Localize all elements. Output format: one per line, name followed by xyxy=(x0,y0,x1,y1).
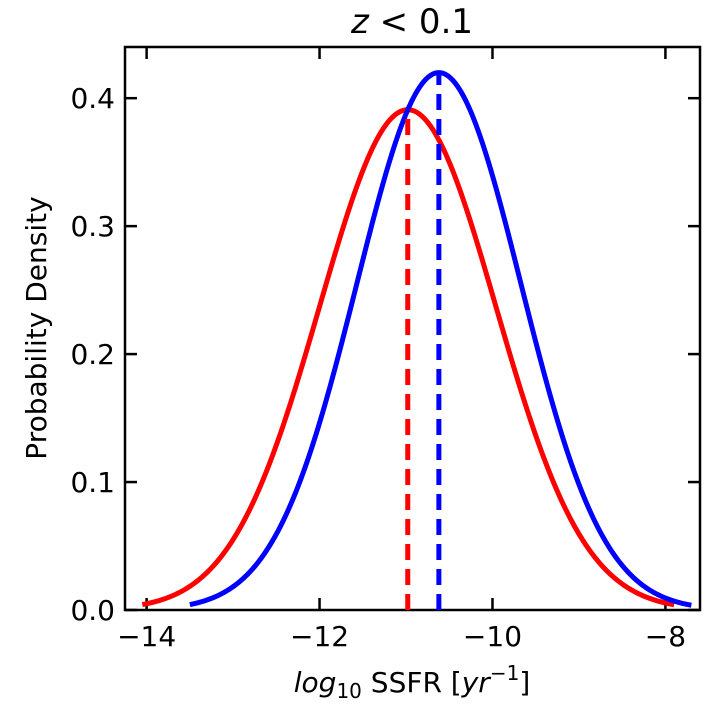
x-axis-label: log10 SSFR [yr−1] xyxy=(294,661,531,703)
tick-labels: −14 −12 −10 −8 0.0 0.1 0.2 0.3 0.4 xyxy=(70,82,686,653)
x-tick-label: −10 xyxy=(463,620,522,653)
mean-lines xyxy=(405,72,442,610)
y-tick-label: 0.0 xyxy=(70,594,115,627)
x-tick-label: −14 xyxy=(117,620,176,653)
xlabel-log: log xyxy=(294,666,337,699)
y-tick-label: 0.2 xyxy=(70,338,115,371)
x-tick-label: −8 xyxy=(645,620,686,653)
plot-frame xyxy=(123,45,702,612)
y-tick-label: 0.4 xyxy=(70,82,115,115)
y-tick-label: 0.3 xyxy=(70,210,115,243)
xlabel-superscript: −1 xyxy=(490,661,519,685)
y-axis-label: Probability Density xyxy=(20,196,53,459)
density-curves xyxy=(141,70,692,608)
y-tick-label: 0.1 xyxy=(70,466,115,499)
xlabel-subscript: 10 xyxy=(336,679,361,703)
xlabel-middle: SSFR [ xyxy=(362,666,462,699)
xlabel-suffix: ] xyxy=(519,666,530,699)
x-tick-label: −12 xyxy=(290,620,349,653)
title-condition: < 0.1 xyxy=(369,2,473,42)
chart-title: z < 0.1 xyxy=(350,2,473,42)
xlabel-unit: yr xyxy=(461,666,492,699)
title-variable: z xyxy=(350,2,370,42)
axis-ticks xyxy=(125,47,700,612)
